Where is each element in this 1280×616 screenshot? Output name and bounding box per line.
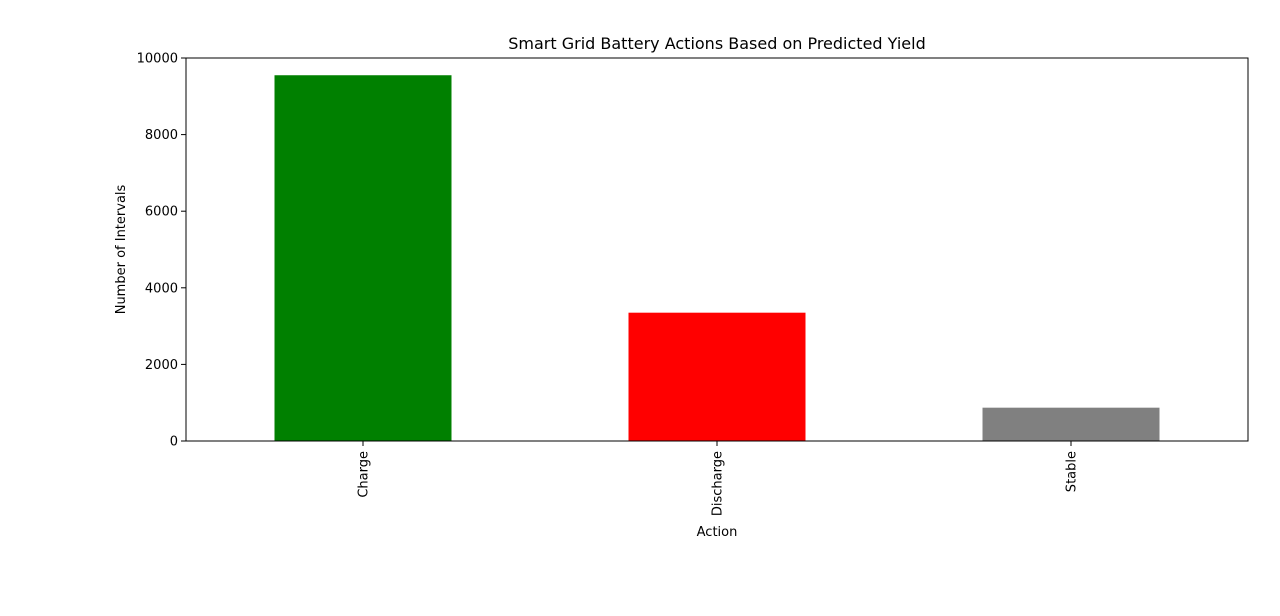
plot-area-frame bbox=[185, 57, 1249, 442]
y-axis-label: Number of Intervals bbox=[114, 184, 129, 314]
x-axis-ticks: Charge Discharge Stable bbox=[357, 441, 1080, 516]
bars-group bbox=[274, 75, 1160, 442]
y-tick-label: 0 bbox=[170, 435, 178, 450]
y-tick-label: 6000 bbox=[145, 205, 178, 220]
y-tick-label: 8000 bbox=[145, 128, 178, 143]
bar-stable bbox=[982, 407, 1160, 441]
x-tick-label: Charge bbox=[357, 451, 372, 498]
chart-title: Smart Grid Battery Actions Based on Pred… bbox=[508, 34, 926, 53]
x-tick-label: Discharge bbox=[711, 451, 726, 516]
bar-discharge bbox=[628, 312, 806, 441]
x-tick-label: Stable bbox=[1065, 451, 1080, 492]
bar-charge bbox=[274, 75, 452, 442]
x-axis-label: Action bbox=[697, 525, 738, 540]
y-axis-ticks: 0 2000 4000 6000 8000 10000 bbox=[137, 52, 186, 450]
y-tick-label: 10000 bbox=[137, 52, 178, 67]
y-tick-label: 4000 bbox=[145, 281, 178, 296]
y-tick-label: 2000 bbox=[145, 358, 178, 373]
